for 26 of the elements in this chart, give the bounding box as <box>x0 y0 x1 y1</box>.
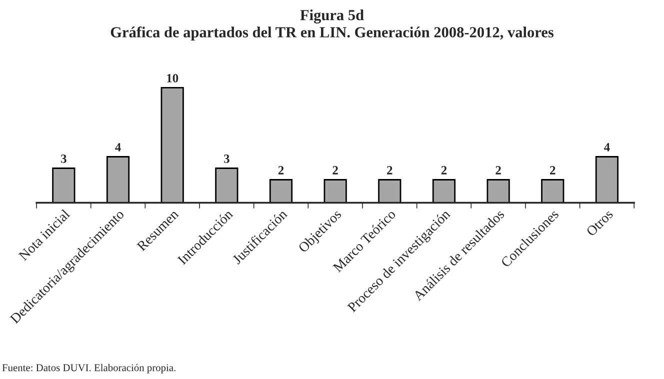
bar <box>541 179 564 203</box>
data-label: 2 <box>441 166 447 174</box>
bar <box>52 168 76 203</box>
x-tick-label: Otros <box>586 208 614 237</box>
bar <box>486 179 510 203</box>
data-label: 2 <box>496 166 501 174</box>
chart-subtitle: Gráfica de apartados del TR en LIN. Generación 2008-2012, valores <box>110 26 554 41</box>
bar <box>432 179 456 203</box>
bar <box>215 168 238 203</box>
chart-title: Figura 5d <box>300 9 364 24</box>
bar <box>378 179 402 203</box>
data-label: 4 <box>604 143 610 152</box>
bar <box>269 179 293 203</box>
data-label: 2 <box>550 166 556 174</box>
bar <box>595 156 619 203</box>
data-label: 2 <box>387 166 392 174</box>
data-label: 2 <box>278 166 284 174</box>
bar <box>160 87 184 203</box>
data-label: 3 <box>224 154 230 163</box>
data-label: 2 <box>332 166 338 174</box>
source-note: Fuente: Datos DUVI. Elaboración propia. <box>2 364 176 374</box>
bar <box>324 179 347 203</box>
data-label: 4 <box>115 143 121 152</box>
bar <box>106 156 130 203</box>
data-label: 10 <box>167 74 178 82</box>
data-label: 3 <box>61 154 66 163</box>
